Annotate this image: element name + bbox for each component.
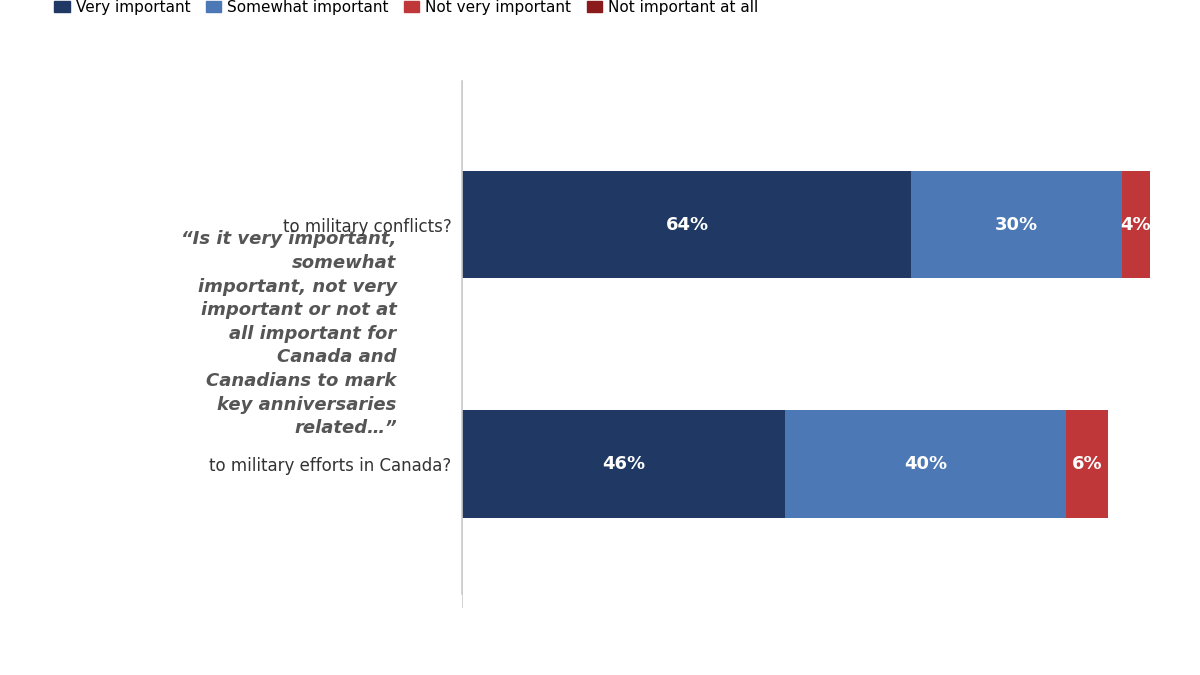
- Text: “Is it very important,
somewhat
important, not very
important or not at
all impo: “Is it very important, somewhat importan…: [181, 230, 397, 437]
- Bar: [785, 410, 1066, 518]
- Text: 30%: 30%: [995, 215, 1038, 234]
- Bar: [462, 171, 912, 278]
- Text: 64%: 64%: [665, 215, 708, 234]
- Legend: Very important, Somewhat important, Not very important, Not important at all: Very important, Somewhat important, Not …: [48, 0, 764, 21]
- Bar: [912, 171, 1122, 278]
- Bar: [462, 410, 785, 518]
- Text: 46%: 46%: [602, 455, 646, 473]
- Bar: [1066, 410, 1108, 518]
- Bar: [1122, 171, 1150, 278]
- Text: 6%: 6%: [1072, 455, 1102, 473]
- Text: 4%: 4%: [1121, 215, 1151, 234]
- Text: 40%: 40%: [904, 455, 947, 473]
